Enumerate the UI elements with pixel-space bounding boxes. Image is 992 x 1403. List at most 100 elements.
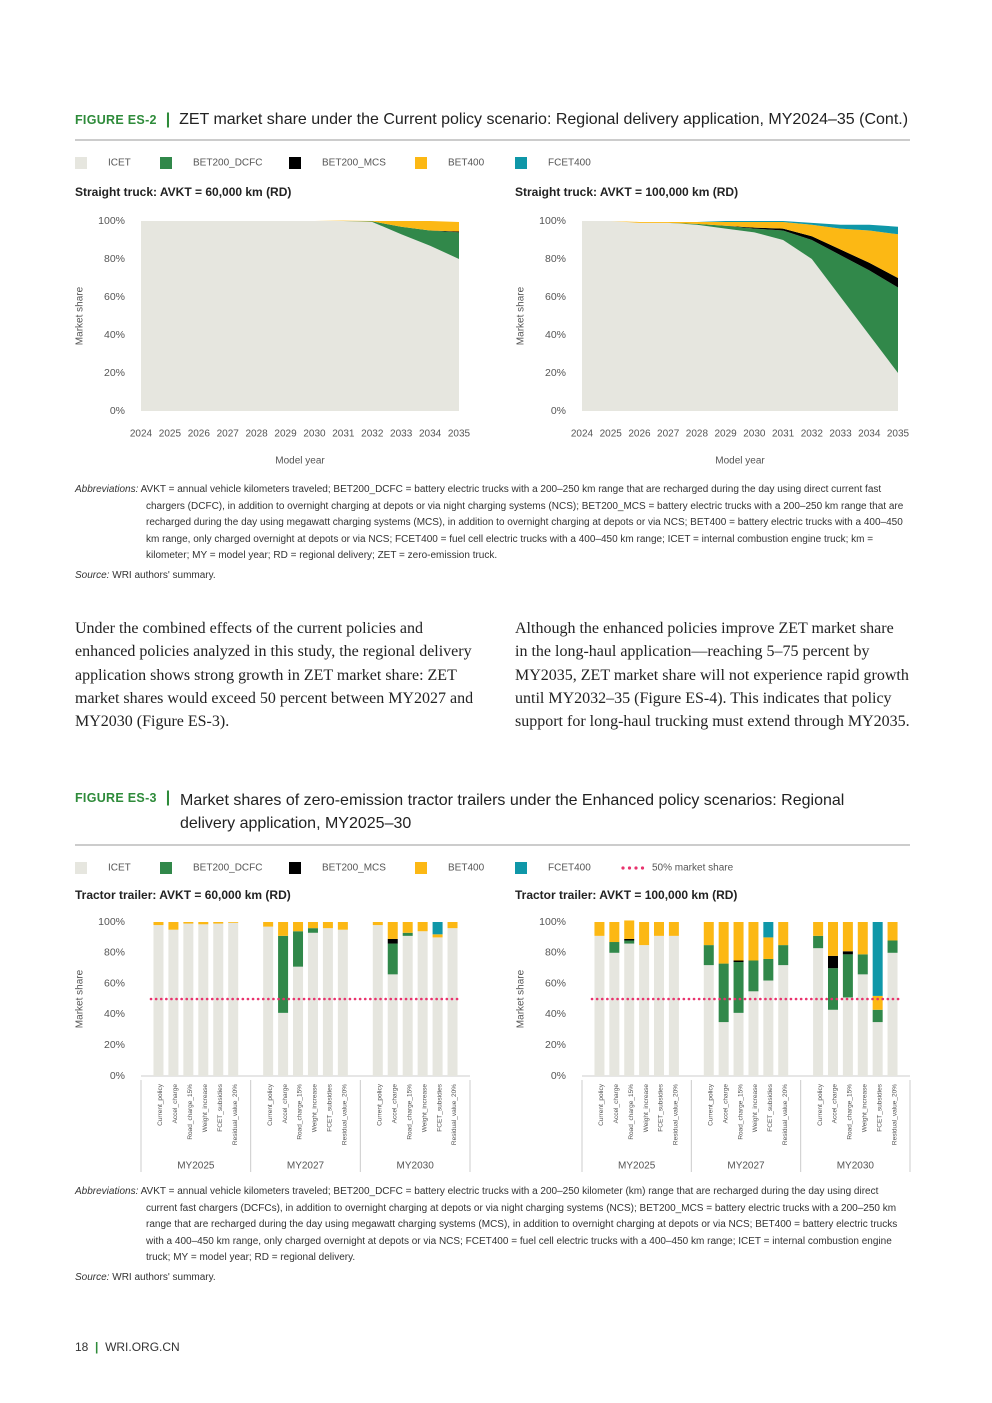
- x-tick-label: FCET_subsidies: [658, 1083, 665, 1131]
- bar-segment: [733, 962, 744, 1013]
- bar-segment: [278, 922, 289, 936]
- x-tick-label: 2026: [188, 429, 211, 440]
- legend-swatch: [415, 862, 427, 874]
- bar-segment: [594, 922, 605, 936]
- bar-segment: [828, 1009, 838, 1076]
- x-tick-label: 2035: [448, 429, 471, 440]
- x-tick-label: Accel_charge: [391, 1084, 398, 1124]
- y-tick-label: 100%: [539, 215, 566, 227]
- bar-segment: [307, 932, 318, 1076]
- y-tick-label: 40%: [545, 329, 566, 341]
- abbreviations-text: AVKT = annual vehicle kilometers travele…: [140, 484, 904, 562]
- x-tick-label: Current_policy: [707, 1083, 714, 1126]
- x-tick-label: 2029: [274, 429, 297, 440]
- legend-swatch: [515, 157, 527, 169]
- x-tick-label: 2034: [858, 429, 881, 440]
- group-label: MY2030: [397, 1161, 435, 1172]
- figure-heading: FIGURE ES-3 |: [75, 789, 180, 807]
- bar-segment: [857, 954, 868, 975]
- area: [582, 221, 898, 373]
- bar-segment: [733, 922, 744, 961]
- bar-segment: [337, 929, 348, 1076]
- y-tick-label: 80%: [545, 253, 566, 265]
- x-tick-label: FCET_subsidies: [876, 1083, 883, 1131]
- group-label: MY2027: [727, 1161, 765, 1172]
- bar-segment: [857, 974, 868, 1076]
- bar-segment: [813, 935, 824, 949]
- x-axis-label: Model year: [715, 456, 765, 467]
- legend-label: ICET: [108, 863, 131, 874]
- bar-segment: [387, 938, 398, 944]
- bar-segment: [402, 922, 413, 933]
- bar-segment: [322, 928, 333, 1076]
- bar-segment: [432, 934, 443, 938]
- bar-segment: [857, 922, 868, 955]
- bar-segment: [402, 932, 413, 936]
- figure-title: Market shares of zero-emission tractor t…: [180, 792, 845, 832]
- x-tick-label: Accel_charge: [282, 1084, 289, 1124]
- bar-segment: [733, 1012, 744, 1076]
- bar-segment: [763, 980, 774, 1076]
- abbreviations-text: AVKT = annual vehicle kilometers travele…: [140, 1186, 898, 1264]
- bar-segment: [153, 925, 164, 1076]
- x-tick-label: Weight_increase: [752, 1084, 759, 1133]
- bar-segment: [387, 922, 398, 939]
- bar-segment: [337, 922, 348, 930]
- x-tick-label: 2025: [600, 429, 623, 440]
- chart-title: Tractor trailer: AVKT = 100,000 km (RD): [515, 888, 737, 902]
- bar-segment: [733, 960, 744, 963]
- bar-segment: [828, 968, 838, 1010]
- y-tick-label: 100%: [539, 916, 566, 928]
- x-tick-label: Residual_value_20%: [342, 1084, 349, 1145]
- bar-segment: [813, 948, 824, 1076]
- x-tick-label: Accel_charge: [832, 1084, 839, 1124]
- bar-segment: [718, 922, 729, 964]
- separator: |: [88, 1340, 106, 1354]
- figure-label: FIGURE ES-3: [75, 791, 157, 805]
- y-tick-label: 0%: [551, 1070, 566, 1082]
- area: [141, 221, 459, 411]
- bar-segment: [703, 922, 714, 946]
- separator: |: [161, 111, 175, 128]
- y-tick-label: 60%: [104, 291, 125, 303]
- bar-segment: [293, 922, 304, 932]
- bar-segment: [198, 924, 209, 1076]
- bar-segment: [842, 922, 853, 952]
- bar-segment: [887, 940, 898, 953]
- figure-title: ZET market share under the Current polic…: [179, 111, 909, 128]
- y-tick-label: 60%: [545, 977, 566, 989]
- y-tick-label: 100%: [98, 215, 125, 227]
- y-axis-label: Market share: [516, 286, 527, 345]
- abbreviations-label: Abbreviations:: [75, 1186, 139, 1197]
- y-tick-label: 40%: [104, 1008, 125, 1020]
- figure-label: FIGURE ES-2: [75, 113, 157, 127]
- legend-swatch: [75, 157, 87, 169]
- bar-segment: [293, 931, 304, 967]
- bar-segment: [168, 929, 179, 1076]
- bar-segment: [813, 922, 824, 936]
- figure-heading: FIGURE ES-2 | ZET market share under the…: [75, 108, 915, 131]
- x-tick-label: FCET_subsidies: [327, 1083, 334, 1131]
- bar-segment: [624, 920, 635, 939]
- bar-segment: [639, 945, 650, 1076]
- legend-label: BET200_MCS: [322, 158, 386, 169]
- x-tick-label: Road_charge_15%: [297, 1084, 304, 1140]
- bar-segment: [307, 922, 318, 929]
- x-tick-label: 2028: [246, 429, 269, 440]
- y-tick-label: 20%: [545, 1039, 566, 1051]
- source-label: Source:: [75, 1272, 110, 1283]
- x-tick-label: 2024: [571, 429, 594, 440]
- bar-segment: [387, 974, 398, 1076]
- legend-swatch: [160, 862, 172, 874]
- bar-segment: [372, 922, 383, 926]
- bar-segment: [213, 922, 224, 924]
- group-label: MY2025: [618, 1161, 656, 1172]
- bar-segment: [228, 922, 239, 923]
- x-tick-label: 2033: [829, 429, 852, 440]
- legend-label: ICET: [108, 158, 131, 169]
- bar-segment: [447, 928, 458, 1076]
- bar-segment: [639, 922, 650, 946]
- y-tick-label: 0%: [110, 1070, 125, 1082]
- bar-segment: [828, 922, 838, 956]
